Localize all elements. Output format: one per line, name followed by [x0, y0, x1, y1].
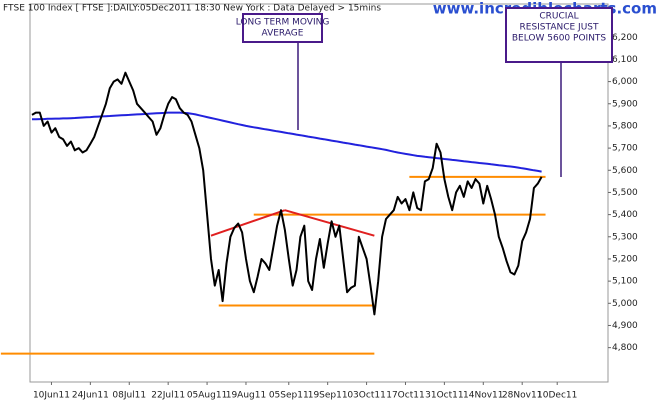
x-tick-label: 17Oct11	[386, 391, 424, 401]
callout-text: RESISTANCE JUST	[520, 23, 599, 33]
x-tick-label: 08Jul11	[112, 391, 146, 401]
level-line	[210, 209, 286, 237]
callout-box	[505, 7, 613, 63]
callout-text: BELOW 5600 POINTS	[512, 34, 607, 44]
x-tick-label: 22Jul11	[151, 391, 185, 401]
y-tick-label: 5,600	[612, 166, 638, 176]
x-tick-label: 24Jun11	[72, 391, 109, 401]
callout-box	[242, 13, 323, 43]
y-tick-label: 4,800	[612, 343, 638, 353]
y-tick-label: 6,200	[612, 33, 638, 43]
y-tick-label: 5,800	[612, 121, 638, 131]
y-tick-label: 5,300	[612, 232, 638, 242]
series-line	[31, 71, 543, 316]
x-tick-label: 28Nov11	[502, 391, 542, 401]
y-tick-label: 5,900	[612, 99, 638, 109]
chart-title: FTSE 100 Index [ FTSE ]:DAILY:05Dec2011 …	[3, 4, 381, 14]
y-tick-label: 6,100	[612, 55, 638, 65]
callout-text: AVERAGE	[262, 29, 304, 39]
x-tick-label: 05Sep11	[269, 391, 309, 401]
y-tick-label: 5,400	[612, 210, 638, 220]
callout-text: LONG TERM MOVING	[236, 18, 330, 28]
x-tick-label: 14Nov11	[463, 391, 503, 401]
x-tick-label: 31Oct11	[425, 391, 463, 401]
y-tick-label: 5,200	[612, 254, 638, 264]
y-tick-label: 5,700	[612, 144, 638, 154]
x-tick-label: 05Aug11	[187, 391, 227, 401]
callout-text: CRUCIAL	[539, 12, 578, 22]
plot-frame	[29, 3, 609, 383]
y-tick-label: 5,000	[612, 299, 638, 309]
series-line	[32, 111, 542, 173]
x-tick-label: 10Dec11	[537, 391, 577, 401]
x-tick-label: 19Sep11	[308, 391, 348, 401]
y-tick-label: 5,100	[612, 277, 638, 287]
x-tick-label: 03Oct11	[347, 391, 385, 401]
level-line	[284, 209, 375, 237]
x-tick-label: 19Aug11	[226, 391, 266, 401]
y-tick-label: 6,000	[612, 77, 638, 87]
y-tick-label: 5,500	[612, 188, 638, 198]
y-tick-label: 4,900	[612, 321, 638, 331]
x-tick-label: 10Jun11	[33, 391, 70, 401]
